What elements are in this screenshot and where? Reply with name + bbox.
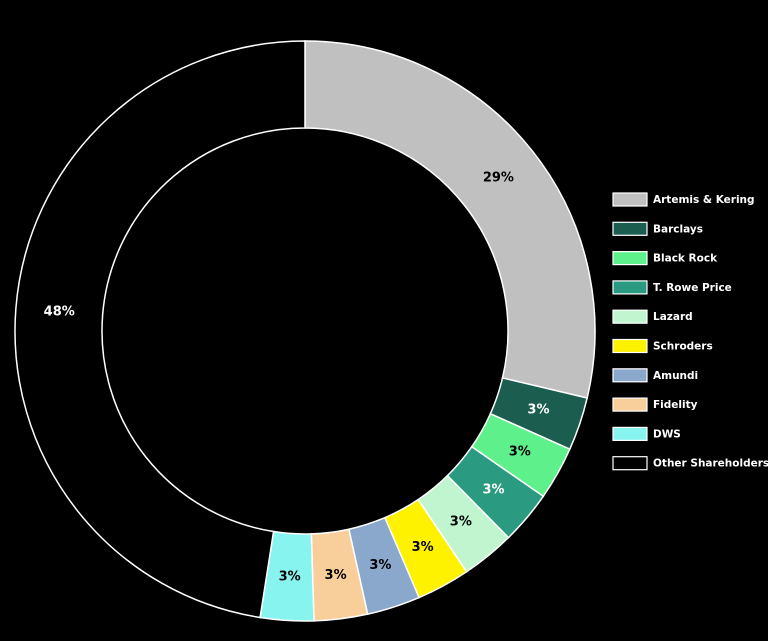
legend-label: DWS [653,428,681,440]
legend-label: Schroders [653,341,713,353]
donut-segment [304,40,596,399]
data-label: 3% [483,482,505,497]
data-label: 29% [483,171,514,186]
data-label: 3% [279,570,301,585]
legend-swatch [612,221,648,236]
data-label: 48% [44,304,75,319]
legend-label: Lazard [653,311,693,323]
legend-label: Other Shareholders [653,458,768,470]
data-label: 3% [412,540,434,555]
legend-label: T. Rowe Price [653,282,732,294]
data-label: 3% [450,515,472,530]
legend-swatch [612,397,648,412]
legend-swatch [612,309,648,324]
donut-segment [14,40,306,619]
legend-swatch [612,368,648,383]
legend-swatch [612,192,648,207]
legend-label: Artemis & Kering [653,194,755,206]
legend-label: Fidelity [653,399,698,411]
legend-swatch [612,456,648,471]
legend-swatch [612,338,648,354]
data-label: 3% [509,445,531,460]
legend-swatch [612,280,648,295]
data-label: 3% [369,558,391,573]
data-label: 3% [527,403,549,418]
legend-swatch [612,251,648,266]
legend-swatch [612,426,648,441]
legend-label: Barclays [653,223,703,235]
legend-label: Black Rock [653,253,718,265]
data-label: 3% [325,568,347,583]
legend-label: Amundi [653,370,698,382]
